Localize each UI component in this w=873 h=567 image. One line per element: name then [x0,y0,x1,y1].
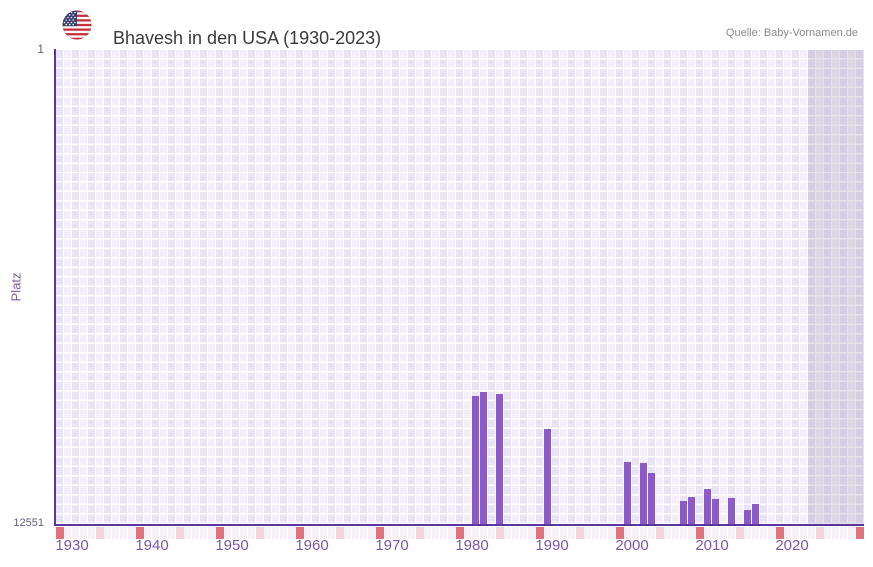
y-axis-line [54,49,56,526]
axis-marker-row [56,527,864,539]
bar-2003[interactable] [640,463,647,524]
half-decade-marker-2025 [816,527,824,539]
bar-2008[interactable] [680,501,687,524]
half-decade-marker-2005 [656,527,664,539]
bar-2014[interactable] [728,498,735,524]
x-tick-1970: 1970 [375,537,409,554]
page-title: Bhavesh in den USA (1930-2023) [113,28,382,49]
bar-2009[interactable] [688,497,695,524]
x-tick-1930: 1930 [55,537,89,554]
x-tick-1980: 1980 [455,537,489,554]
decade-marker-2020 [776,527,784,539]
plot-grid [56,50,864,524]
x-tick-2020: 2020 [775,537,809,554]
half-decade-marker-1935 [96,527,104,539]
x-tick-2010: 2010 [695,537,729,554]
bar-2004[interactable] [648,473,655,524]
y-axis-title: Platz [8,272,24,302]
half-decade-marker-1955 [256,527,264,539]
x-tick-1960: 1960 [295,537,329,554]
decade-marker-1950 [216,527,224,539]
half-decade-marker-1995 [576,527,584,539]
no-data-shade [808,50,864,524]
bar-2011[interactable] [704,489,711,524]
half-decade-marker-1985 [496,527,504,539]
half-decade-marker-1975 [416,527,424,539]
decade-marker-1990 [536,527,544,539]
bar-2016[interactable] [744,510,751,524]
y-axis-max-label: 1 [37,42,44,56]
x-axis-labels: 1930 1940 1950 1960 1970 1980 1990 2000 2010 2020 [55,537,864,559]
decade-marker-2030 [856,527,864,539]
bar-1983[interactable] [480,392,487,524]
source-credit: Quelle: Baby-Vornamen.de [725,27,858,39]
decade-marker-1930 [56,527,64,539]
x-axis-line [54,524,864,526]
x-tick-1940: 1940 [135,537,169,554]
x-tick-1990: 1990 [535,537,569,554]
decade-marker-1940 [136,527,144,539]
decade-marker-2010 [696,527,704,539]
usa-flag-icon [62,10,92,40]
decade-marker-1980 [456,527,464,539]
half-decade-marker-2015 [736,527,744,539]
x-tick-1950: 1950 [215,537,249,554]
bar-2001[interactable] [624,462,631,524]
bar-2012[interactable] [712,499,719,524]
bar-2017[interactable] [752,504,759,524]
half-decade-marker-1945 [176,527,184,539]
decade-marker-1960 [296,527,304,539]
half-decade-marker-1965 [336,527,344,539]
decade-marker-1970 [376,527,384,539]
x-tick-2000: 2000 [615,537,649,554]
y-axis-min-label: 12551 [13,517,44,529]
decade-marker-2000 [616,527,624,539]
bar-1985[interactable] [496,394,503,524]
bar-1991[interactable] [544,429,551,524]
bar-1982[interactable] [472,396,479,524]
